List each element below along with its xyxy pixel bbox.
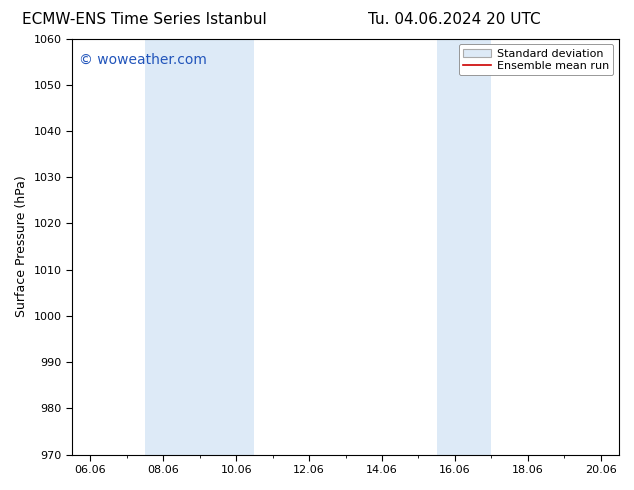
Legend: Standard deviation, Ensemble mean run: Standard deviation, Ensemble mean run	[459, 44, 614, 75]
Bar	[437, 39, 491, 455]
Text: © woweather.com: © woweather.com	[79, 52, 207, 67]
Text: ECMW-ENS Time Series Istanbul: ECMW-ENS Time Series Istanbul	[22, 12, 266, 27]
Text: Tu. 04.06.2024 20 UTC: Tu. 04.06.2024 20 UTC	[368, 12, 540, 27]
Bar	[145, 39, 254, 455]
Y-axis label: Surface Pressure (hPa): Surface Pressure (hPa)	[15, 176, 28, 318]
